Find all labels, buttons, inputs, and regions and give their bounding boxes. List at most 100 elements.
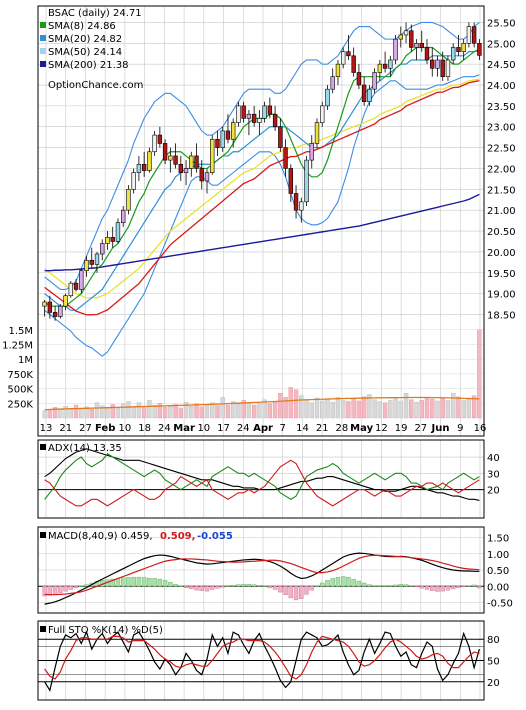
macd-histogram-bar — [68, 586, 73, 590]
candle-up — [461, 42, 466, 52]
macd-histogram-bar — [388, 585, 393, 587]
volume-bar — [94, 402, 100, 419]
candle-up — [466, 26, 472, 44]
macd-histogram-bar — [52, 586, 58, 595]
sto-series-line — [44, 630, 480, 692]
price-y-tick-label: 22.50 — [487, 144, 516, 155]
candle-up — [131, 172, 136, 190]
volume-bar — [314, 397, 320, 419]
candle-down — [272, 113, 278, 128]
macd-histogram-bar — [477, 586, 482, 589]
bollinger-upper-line — [44, 21, 480, 291]
price-y-tick-label: 19.00 — [487, 290, 516, 301]
sto-title: Full STO %K(14) %D(5) — [48, 625, 163, 636]
volume-bar — [89, 408, 94, 419]
candle-down — [73, 282, 79, 290]
macd-histogram-bar — [414, 586, 419, 588]
price-y-tick-label: 19.50 — [487, 269, 516, 280]
candle-down — [477, 42, 482, 56]
volume-bar — [430, 398, 435, 419]
macd-legend-swatch — [40, 532, 46, 538]
candle-up — [445, 59, 451, 77]
volume-bar — [230, 401, 236, 419]
macd-histogram-bar — [257, 585, 262, 587]
candle-down — [430, 59, 435, 69]
macd-histogram-bar — [230, 585, 236, 587]
volume-y-tick-label: 1M — [18, 355, 33, 366]
legend-label: SMA(8) 24.86 — [48, 21, 116, 32]
macd-histogram-bar — [199, 586, 204, 591]
macd-histogram-bar — [110, 578, 115, 587]
macd-histogram-bar — [293, 586, 299, 601]
volume-bar — [372, 399, 377, 419]
candle-up — [42, 301, 47, 307]
candle-up — [325, 88, 330, 107]
candle-up — [210, 138, 215, 173]
legend-swatch — [40, 35, 46, 41]
chart-title: BSAC (daily) 24.71 — [48, 8, 142, 19]
volume-bar — [131, 406, 136, 419]
volume-bar — [367, 394, 372, 419]
macd-histogram-bar — [241, 584, 246, 587]
candle-down — [110, 236, 115, 242]
macd-histogram-bar — [272, 586, 278, 590]
candle-down — [225, 130, 231, 140]
volume-bar — [398, 400, 404, 419]
sto-series-line — [44, 635, 480, 680]
volume-bar — [58, 409, 63, 419]
x-tick-label: May — [350, 423, 373, 434]
macd-histogram-bar — [120, 577, 126, 587]
x-tick-label: Apr — [253, 423, 273, 434]
macd-histogram-bar — [215, 586, 220, 589]
panel-frame — [37, 439, 485, 519]
macd-y-tick-label: 0.50 — [487, 566, 509, 577]
macd-histogram-bar — [42, 586, 47, 597]
candle-down — [293, 193, 299, 211]
macd-histogram-bar — [461, 586, 466, 588]
volume-bar — [63, 406, 68, 419]
volume-bar — [320, 400, 325, 419]
macd-histogram-bar — [262, 586, 267, 587]
candle-down — [173, 155, 178, 165]
x-tick-label: 16 — [474, 423, 487, 434]
volume-bar — [424, 397, 430, 419]
macd-histogram-bar — [367, 584, 372, 587]
x-tick-label: 17 — [217, 423, 230, 434]
volume-bar — [414, 401, 419, 419]
macd-title: MACD(8,40,9) 0.459, — [48, 531, 153, 542]
sma8-line — [44, 46, 480, 307]
candle-up — [121, 209, 126, 223]
macd-y-tick-label: 1.00 — [487, 550, 509, 561]
candle-up — [377, 63, 383, 73]
macd-histogram-bar — [440, 586, 445, 592]
candle-up — [152, 134, 157, 153]
candle-down — [409, 30, 414, 48]
candle-down — [141, 163, 147, 171]
bollinger-lower-line — [44, 74, 480, 357]
x-tick-label: 13 — [40, 423, 53, 434]
sto-y-tick-label: 20 — [487, 678, 500, 689]
macd-y-tick-label: 1.50 — [487, 534, 509, 545]
candle-down — [47, 301, 53, 313]
volume-bar — [147, 400, 152, 419]
macd-histogram-bar — [168, 582, 173, 587]
volume-bar — [403, 393, 409, 419]
x-tick-label: 21 — [316, 423, 329, 434]
volume-bar — [225, 404, 231, 419]
candle-up — [398, 34, 403, 40]
price-y-tick-label: 24.50 — [487, 60, 516, 71]
x-tick-label: 10 — [119, 423, 132, 434]
panel-frame — [37, 526, 485, 614]
candle-up — [403, 30, 409, 36]
volume-y-tick-label: 1.25M — [2, 340, 33, 351]
macd-histogram-value: -0.055 — [197, 531, 233, 542]
volume-bar — [52, 407, 58, 419]
candle-down — [283, 147, 288, 169]
volume-y-tick-label: 250K — [7, 399, 33, 410]
candle-down — [178, 163, 183, 173]
macd-histogram-bar — [141, 577, 147, 587]
macd-histogram-bar — [267, 586, 273, 589]
macd-histogram-bar — [194, 586, 199, 591]
macd-histogram-bar — [351, 578, 356, 587]
macd-histogram-bar — [131, 576, 136, 587]
